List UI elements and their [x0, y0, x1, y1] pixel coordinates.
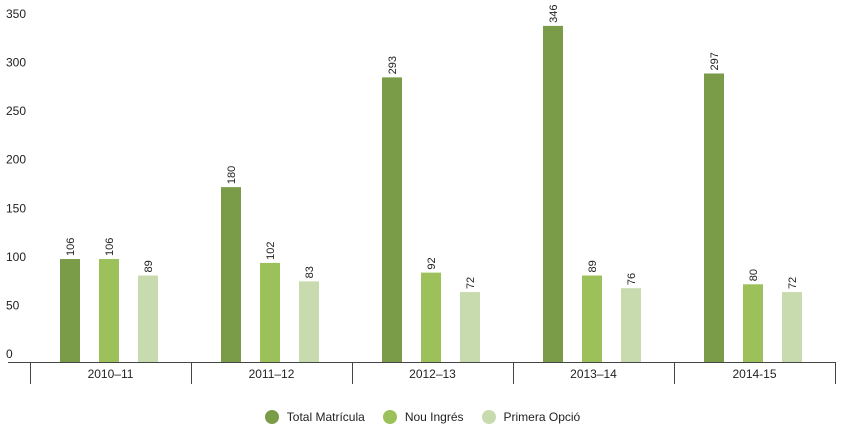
- data-label: 72: [465, 277, 477, 289]
- data-label: 346: [548, 5, 560, 23]
- data-label: 76: [626, 273, 638, 285]
- bar: [782, 292, 802, 362]
- legend-label-nou-ingres: Nou Ingrés: [404, 410, 464, 424]
- data-label: 180: [226, 166, 238, 184]
- y-tick-label: 200: [6, 153, 26, 167]
- legend-label-total-matricula: Total Matrícula: [286, 410, 365, 424]
- data-label: 102: [265, 242, 277, 260]
- y-tick-label: 300: [6, 56, 26, 70]
- bar: [60, 259, 80, 362]
- x-axis: 2010–11 2011–12 2012–13 2013–14 2014-15: [8, 362, 836, 384]
- bar: [299, 281, 319, 362]
- y-tick-label: 150: [6, 201, 26, 215]
- y-tick-label: 350: [6, 7, 26, 21]
- bar: [99, 259, 119, 362]
- bar: [382, 77, 402, 362]
- y-tick-label: 50: [6, 298, 20, 312]
- bar: [260, 262, 280, 362]
- bar: [582, 275, 602, 362]
- bar: [743, 284, 763, 362]
- x-category-label: 2011–12: [249, 367, 295, 381]
- data-label: 80: [748, 269, 760, 281]
- bar: [543, 25, 563, 363]
- data-label: 89: [143, 260, 155, 272]
- data-label: 297: [709, 52, 721, 70]
- y-tick-label: 100: [6, 250, 26, 264]
- x-category-label: 2010–11: [88, 367, 134, 381]
- x-category-label: 2013–14: [570, 367, 617, 381]
- data-label: 72: [787, 277, 799, 289]
- data-label: 106: [104, 238, 116, 256]
- y-tick-label: 250: [6, 104, 26, 118]
- legend-swatch-primera-opcio: [481, 410, 496, 424]
- bar: [460, 292, 480, 362]
- bars: [60, 25, 802, 363]
- legend: Total Matrícula Nou Ingrés Primera Opció: [0, 410, 845, 424]
- data-label: 83: [304, 266, 316, 278]
- legend-item-nou-ingres[interactable]: Nou Ingrés: [382, 410, 464, 424]
- legend-swatch-total-matricula: [264, 410, 279, 424]
- data-label: 293: [387, 56, 399, 74]
- x-category-label: 2014-15: [732, 367, 776, 381]
- data-label: 89: [587, 260, 599, 272]
- bar: [138, 275, 158, 362]
- data-labels: 106 180 293 346 297 106 102 92 89 80 89 83 72 76 72: [65, 5, 799, 290]
- x-category-label: 2012–13: [409, 367, 456, 381]
- bar: [621, 288, 641, 362]
- y-axis-ticks: 0 50 100 150 200 250 300 350: [6, 7, 26, 361]
- legend-item-total-matricula[interactable]: Total Matrícula: [264, 410, 365, 424]
- legend-swatch-nou-ingres: [382, 410, 397, 424]
- data-label: 92: [426, 257, 438, 269]
- bar: [421, 272, 441, 362]
- y-tick-label: 0: [6, 347, 13, 361]
- bar: [704, 73, 724, 362]
- legend-label-primera-opcio: Primera Opció: [503, 410, 581, 424]
- data-label: 106: [65, 238, 77, 256]
- legend-item-primera-opcio[interactable]: Primera Opció: [481, 410, 581, 424]
- bar: [221, 187, 241, 362]
